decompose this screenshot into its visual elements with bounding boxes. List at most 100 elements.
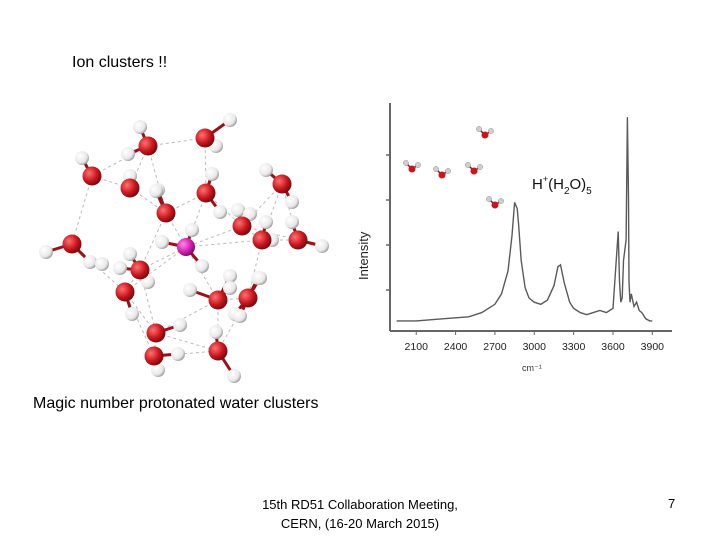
formula-prefix: H <box>532 176 543 193</box>
hydrogen-atom <box>185 223 199 237</box>
oxygen-atom <box>156 203 176 223</box>
hydrogen-bond <box>155 299 219 334</box>
hydrogen-bond <box>153 350 219 357</box>
hydrogen-atom <box>223 113 237 127</box>
mini-hydrogen-atom <box>433 166 439 172</box>
footer-line-2: CERN, (16-20 March 2015) <box>280 516 440 531</box>
hydrogen-bond <box>185 225 243 248</box>
formula-count: 5 <box>586 186 592 197</box>
hydrogen-atom <box>83 255 97 269</box>
oxygen-atom <box>130 260 150 280</box>
hydrogen-atom <box>171 347 185 361</box>
hydrogen-atom <box>233 309 247 323</box>
hydronium-ion-atom <box>177 238 195 256</box>
mini-hydrogen-atom <box>403 160 409 166</box>
mini-oxygen-atom <box>481 131 489 139</box>
hydrogen-bond <box>139 269 157 334</box>
small-water-molecules-inset <box>403 126 504 209</box>
hydrogen-atom <box>315 239 329 253</box>
footer-line-1: 15th RD51 Collaboration Meeting, <box>262 497 458 512</box>
hydrogen-atom <box>133 120 147 134</box>
oxygen-atom <box>62 234 82 254</box>
mini-hydrogen-atom <box>465 162 471 168</box>
hydrogen-bond <box>185 239 263 248</box>
hydrogen-bond <box>185 246 219 301</box>
hydrogen-atom <box>121 147 135 161</box>
x-tick-label: 3900 <box>641 341 665 353</box>
hydrogen-bond <box>91 145 149 177</box>
hydrogen-bond <box>124 269 141 293</box>
mini-hydrogen-atom <box>415 162 421 168</box>
x-axis-label: cm⁻¹ <box>522 363 542 373</box>
hydrogen-atom <box>123 247 137 261</box>
hydrogen-atom <box>227 369 241 383</box>
x-tick-label: 3300 <box>562 341 586 353</box>
spectrum-series-line <box>396 117 653 322</box>
oxygen-atom <box>208 290 228 310</box>
mini-hydrogen-atom <box>486 196 492 202</box>
formula-suffix: O) <box>570 176 587 193</box>
hydrogen-bond <box>124 246 187 293</box>
hydrogen-atom <box>75 151 89 165</box>
hydrogen-atom <box>259 215 273 229</box>
figure-caption: Magic number protonated water clusters <box>33 395 319 412</box>
hydrogen-atom <box>141 275 155 289</box>
x-tick-label: 3000 <box>523 341 547 353</box>
hydrogen-atom <box>285 195 299 209</box>
footer-text: 15th RD51 Collaboration Meeting, CERN, (… <box>240 495 480 533</box>
hydrogen-bond <box>71 175 93 245</box>
hydrogen-bond <box>247 239 263 299</box>
mini-hydrogen-atom <box>445 168 451 174</box>
water-cluster-diagram <box>39 113 329 383</box>
hydrogen-atom <box>243 207 257 221</box>
formula-sub: 2 <box>564 186 570 197</box>
hydrogen-atom <box>209 325 223 339</box>
x-tick-label: 2400 <box>444 341 468 353</box>
oxygen-atom <box>288 230 308 250</box>
mini-oxygen-atom <box>470 167 478 175</box>
hydrogen-atom <box>259 163 273 177</box>
hydrogen-atom <box>195 259 209 273</box>
hydrogen-atom <box>149 184 163 198</box>
mini-oxygen-atom <box>438 171 446 179</box>
page-number: 7 <box>668 496 676 511</box>
hydrogen-atom <box>253 271 267 285</box>
hydrogen-atom <box>151 363 165 377</box>
oxygen-atom <box>195 128 215 148</box>
hydrogen-atom <box>155 235 169 249</box>
hydrogen-bond <box>241 225 299 241</box>
oxygen-atom <box>120 178 140 198</box>
formula-mid: (H <box>548 176 564 193</box>
mini-oxygen-atom <box>408 165 416 173</box>
mini-hydrogen-atom <box>498 198 504 204</box>
oxygen-atom <box>146 323 166 343</box>
hydrogen-atom <box>223 269 237 283</box>
hydrogen-bond <box>217 297 249 352</box>
hydrogen-atom <box>285 215 299 229</box>
oxygen-atom <box>196 183 216 203</box>
slide-title: Ion clusters !! <box>72 54 168 71</box>
mini-hydrogen-atom <box>488 128 494 134</box>
oxygen-atom <box>115 282 135 302</box>
oxygen-atom <box>144 346 164 366</box>
oxygen-atom <box>208 341 228 361</box>
oxygen-atom <box>272 174 292 194</box>
x-tick-label: 2700 <box>483 341 507 353</box>
x-tick-label: 2100 <box>405 341 429 353</box>
hydrogen-atom <box>113 261 127 275</box>
oxygen-atom <box>252 230 272 250</box>
hydrogen-atom <box>223 281 237 295</box>
hydrogen-atom <box>205 167 219 181</box>
y-axis-label: Intensity <box>356 231 371 280</box>
ir-spectrum-chart: 2100 2400 2700 3000 3300 3600 3900 Intensity c… <box>356 103 672 373</box>
hydrogen-atom <box>95 257 109 271</box>
cluster-formula-label: H+(H2O)5 <box>532 174 592 197</box>
hydrogen-atom <box>213 205 227 219</box>
hydrogen-atom <box>173 318 187 332</box>
oxygen-atom <box>138 136 158 156</box>
mini-oxygen-atom <box>491 201 499 209</box>
hydrogen-atom <box>125 307 139 321</box>
hydrogen-bond <box>139 212 167 271</box>
mini-hydrogen-atom <box>477 164 483 170</box>
hydrogen-atom <box>39 245 53 259</box>
